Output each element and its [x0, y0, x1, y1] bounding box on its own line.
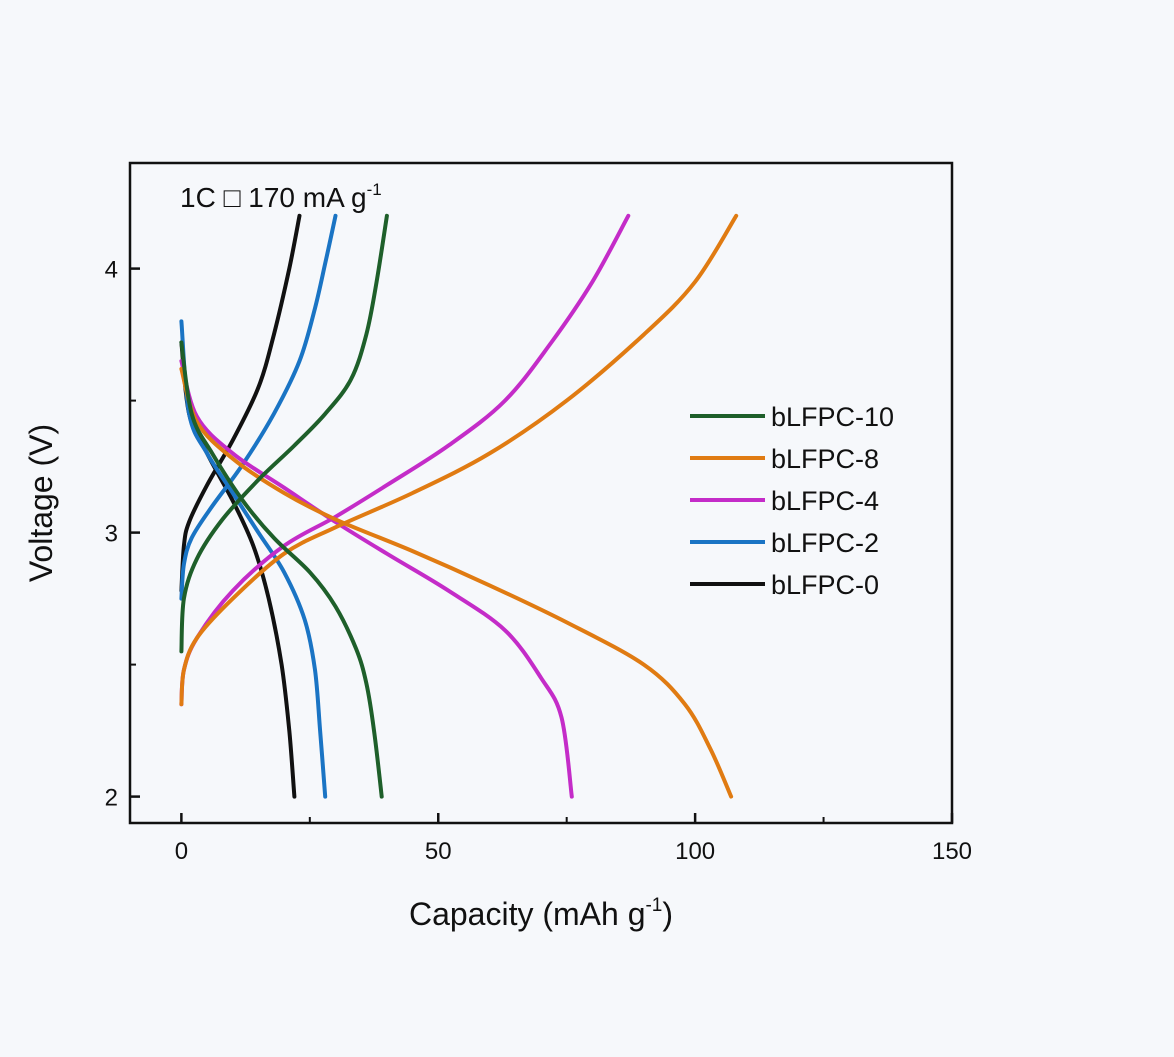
series-blfpc-8-charge-line	[179, 213, 739, 707]
legend-label-blfpc-0: bLFPC-0	[771, 570, 879, 600]
legend-label-blfpc-2: bLFPC-2	[771, 528, 879, 558]
legend-label-blfpc-4: bLFPC-4	[771, 486, 879, 516]
y-tick-label: 4	[105, 257, 118, 284]
series-blfpc-4-discharge-line	[179, 359, 574, 799]
plot-frame	[128, 161, 954, 825]
series-blfpc-0-charge-line	[179, 213, 302, 593]
y-axis-label: Voltage (V)	[23, 424, 59, 582]
series-layer	[179, 213, 739, 799]
series-blfpc-2-discharge-line	[179, 319, 328, 799]
tick-layer: 0 50 100 150 2 3 4	[105, 257, 972, 865]
rate-annotation: 1C □ 170 mA g-1	[180, 180, 382, 213]
series-blfpc-8-discharge-line	[179, 366, 734, 799]
legend-label-blfpc-10: bLFPC-10	[771, 402, 894, 432]
x-tick-label: 100	[675, 838, 715, 865]
series-blfpc-2-charge-line	[179, 213, 338, 601]
series-blfpc-4-charge-line	[179, 213, 631, 707]
legend: bLFPC-10 bLFPC-8 bLFPC-4 bLFPC-2 bLFPC-0	[690, 402, 894, 600]
x-axis-label: Capacity (mAh g-1)	[409, 895, 673, 932]
x-tick-label: 50	[425, 838, 452, 865]
series-blfpc-10-charge-line	[179, 213, 389, 654]
y-tick-label: 3	[105, 521, 118, 548]
y-tick-label: 2	[105, 785, 118, 812]
x-tick-label: 0	[175, 838, 188, 865]
x-tick-label: 150	[932, 838, 972, 865]
legend-label-blfpc-8: bLFPC-8	[771, 444, 879, 474]
series-blfpc-10-discharge-line	[179, 340, 384, 799]
